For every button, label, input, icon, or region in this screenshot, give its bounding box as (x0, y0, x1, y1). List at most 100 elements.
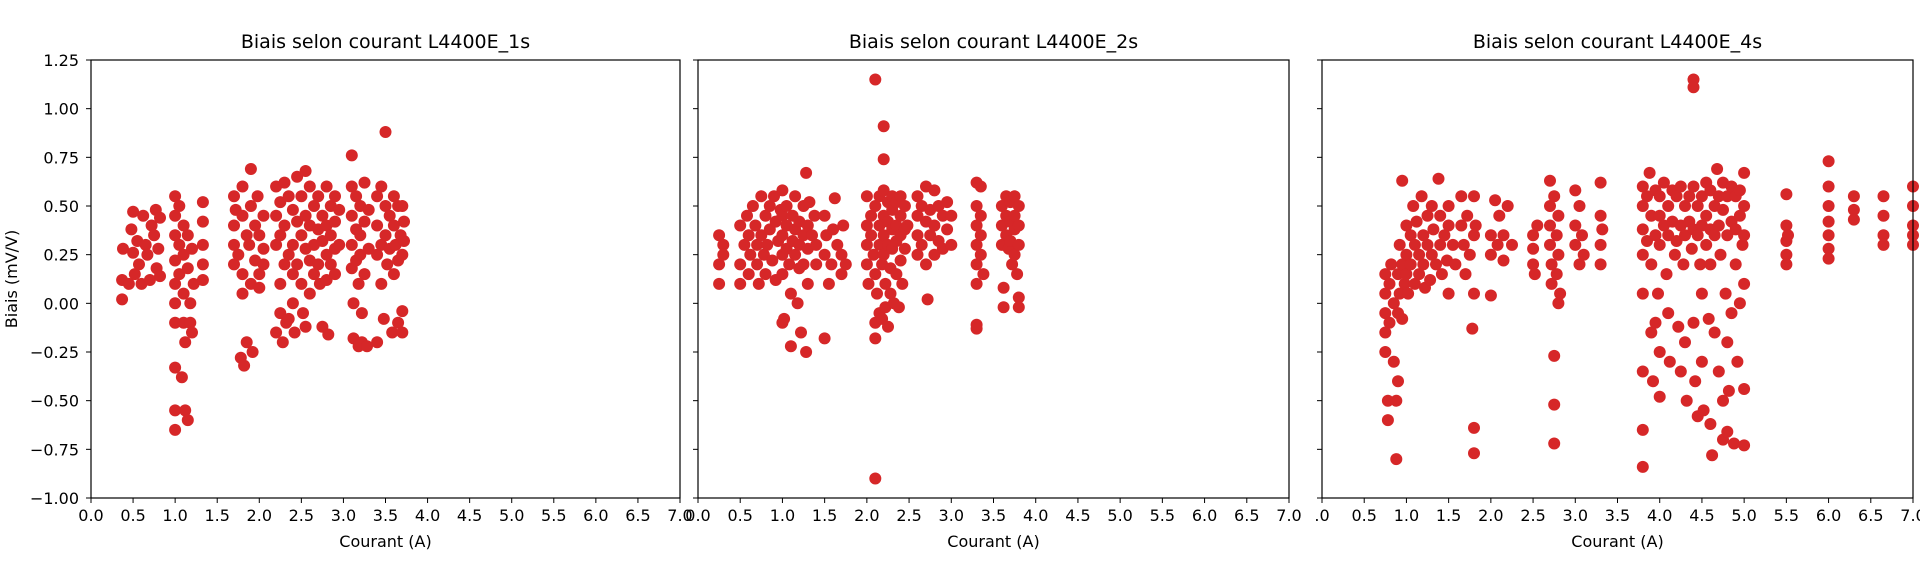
x-tick-label: 3.5 (1605, 506, 1630, 525)
data-point (270, 238, 283, 251)
data-point (928, 248, 941, 261)
data-point (1877, 209, 1890, 222)
x-tick-label: 7.0 (667, 506, 692, 525)
data-point (825, 258, 838, 271)
data-point (1385, 258, 1398, 271)
x-tick-label: 3.0 (1563, 506, 1588, 525)
data-point (800, 166, 813, 179)
data-point (1455, 190, 1468, 203)
data-point (270, 209, 283, 222)
data-point (371, 248, 384, 261)
data-point (1877, 238, 1890, 251)
data-point (154, 270, 166, 283)
data-point (358, 268, 371, 281)
data-point (1679, 200, 1691, 212)
data-point (379, 126, 392, 138)
data-point (1645, 258, 1658, 271)
x-tick-label: 1.5 (1436, 506, 1461, 525)
data-point (1390, 453, 1403, 466)
data-point (1573, 200, 1586, 212)
x-tick-label: 5.5 (1150, 506, 1175, 525)
data-point (297, 307, 309, 320)
data-point (1680, 394, 1693, 407)
data-point (894, 254, 907, 267)
data-point (1641, 190, 1653, 203)
data-point (877, 153, 890, 166)
data-point (1491, 238, 1504, 251)
data-point (1576, 229, 1588, 242)
data-point (329, 190, 341, 203)
data-point (1548, 437, 1561, 450)
data-point (1653, 238, 1666, 251)
data-point (1438, 229, 1451, 242)
data-point (860, 258, 873, 271)
data-point (1708, 229, 1721, 242)
data-point (345, 180, 358, 193)
data-point (759, 209, 772, 222)
data-point (717, 248, 730, 261)
data-point (396, 305, 409, 318)
data-point (1733, 297, 1746, 310)
data-point (1381, 394, 1394, 407)
scatter-panel-3: Biais selon courant L4400E_4s .0 0.5 1.0 1.5… (1314, 31, 1920, 551)
data-point (1695, 190, 1708, 203)
data-point (1594, 258, 1607, 271)
data-point (1780, 219, 1793, 232)
data-point (154, 211, 166, 224)
data-point (911, 209, 924, 222)
data-point (1408, 238, 1421, 251)
x-tick-label: 4.5 (457, 506, 482, 525)
data-point (1400, 219, 1413, 232)
y-tick-label: −0.25 (30, 343, 79, 362)
data-point (1402, 287, 1415, 300)
data-point (1706, 449, 1719, 462)
data-point (1679, 229, 1691, 242)
data-point (810, 258, 823, 271)
data-point (1415, 190, 1428, 203)
data-point (877, 248, 890, 261)
data-point (1780, 188, 1793, 201)
data-point (145, 219, 158, 232)
data-point (1410, 215, 1423, 228)
x-tick-label: 2.0 (854, 506, 879, 525)
data-point (278, 176, 291, 189)
data-point (803, 196, 816, 209)
plot-frame (697, 59, 1290, 499)
data-point (1489, 194, 1502, 207)
data-point (249, 219, 262, 232)
data-point (1689, 375, 1702, 388)
data-point (1383, 277, 1396, 290)
data-point (768, 190, 780, 203)
data-point (894, 209, 907, 222)
data-point (1687, 316, 1700, 329)
data-point (1685, 242, 1698, 255)
data-point (783, 258, 796, 271)
data-point (1721, 229, 1734, 242)
data-point (1569, 238, 1582, 251)
data-point (1459, 268, 1472, 281)
data-point (1652, 287, 1664, 300)
data-point (1008, 190, 1021, 203)
data-point (173, 238, 186, 251)
data-point (187, 277, 200, 290)
data-point (322, 328, 335, 341)
data-point (1468, 190, 1480, 203)
data-point (387, 190, 400, 203)
data-point (1738, 383, 1751, 395)
data-point (316, 209, 329, 222)
data-point (871, 287, 883, 300)
data-point (236, 268, 249, 281)
data-point (1493, 209, 1506, 222)
data-point (1594, 209, 1607, 222)
data-point (1822, 229, 1835, 242)
data-point (1729, 223, 1742, 236)
data-point (1728, 437, 1740, 450)
data-point (291, 215, 304, 228)
x-tick-label: 3.5 (373, 506, 398, 525)
data-point (778, 312, 791, 325)
x-tick-label: 4.0 (1647, 506, 1672, 525)
data-point (1714, 248, 1727, 261)
data-point (1468, 447, 1480, 460)
data-point (734, 258, 747, 271)
data-point (890, 268, 903, 281)
